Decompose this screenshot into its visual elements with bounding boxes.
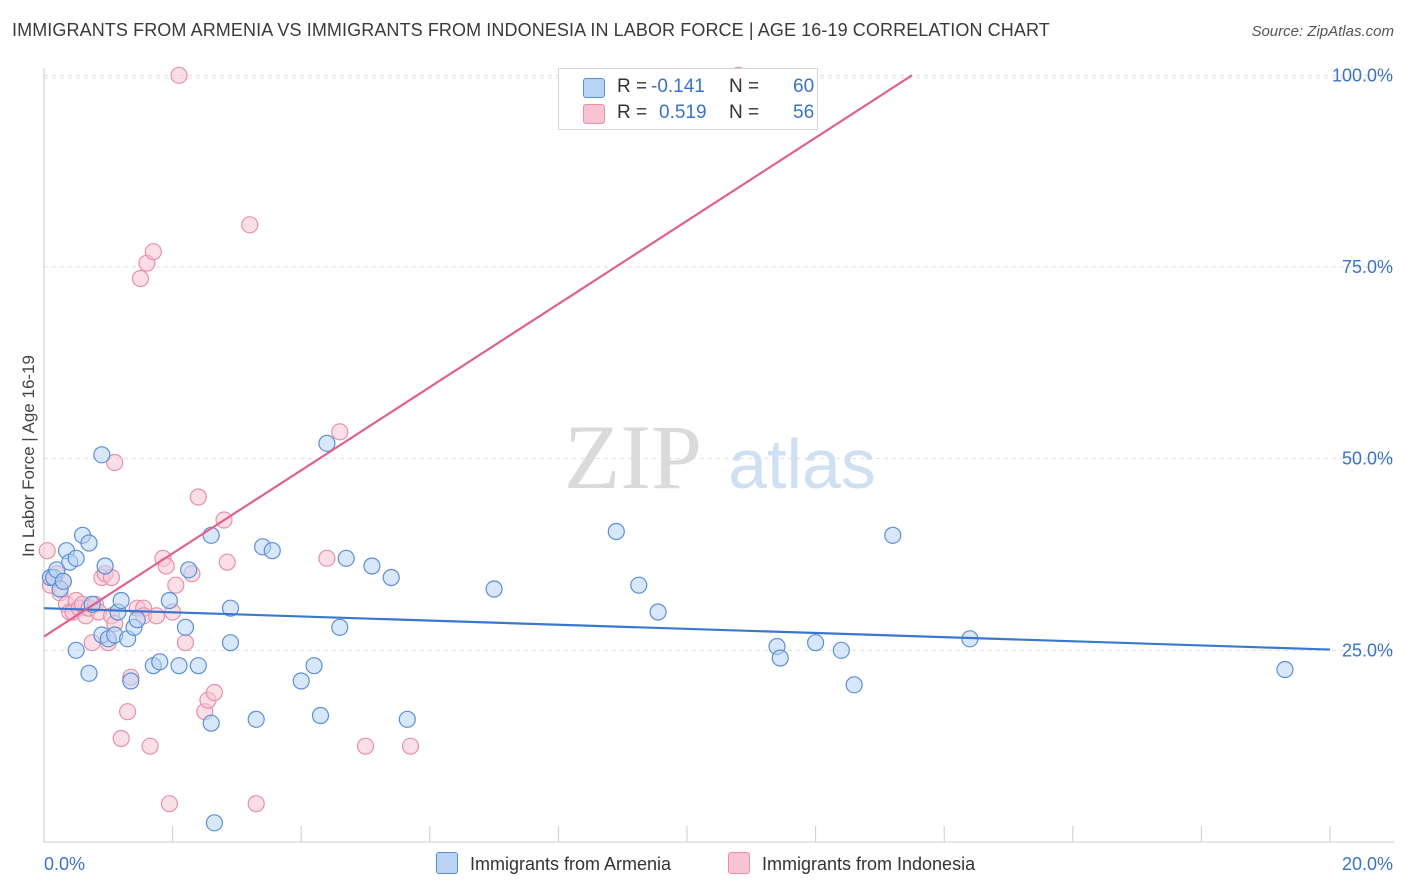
axis-layer: 25.0% 50.0% 75.0% 100.0% 0.0% 20.0%: [43, 65, 1394, 874]
watermark-atlas: atlas: [728, 425, 876, 503]
bottom-legend-armenia-label: Immigrants from Armenia: [470, 854, 672, 874]
armenia-point: [247, 710, 265, 728]
armenia-point: [80, 534, 98, 552]
armenia-point: [331, 618, 349, 636]
y-tick-label: 25.0%: [1342, 640, 1393, 660]
armenia-point: [189, 657, 207, 675]
armenia-point: [771, 649, 789, 667]
bottom-legend-indonesia: Immigrants from Indonesia: [728, 852, 975, 875]
y-tick-label: 100.0%: [1332, 65, 1393, 85]
armenia-point: [1276, 660, 1294, 679]
indonesia-point: [331, 423, 349, 441]
armenia-point: [485, 580, 503, 598]
armenia-point: [806, 634, 825, 652]
armenia-point: [170, 657, 188, 675]
armenia-point: [337, 549, 355, 567]
armenia-point: [649, 603, 667, 621]
armenia-point: [305, 657, 323, 675]
chart-title: IMMIGRANTS FROM ARMENIA VS IMMIGRANTS FR…: [12, 20, 1050, 40]
indonesia-point: [38, 542, 56, 560]
armenia-r-label: R =: [617, 76, 648, 97]
trend-lines: [43, 74, 1331, 651]
indonesia-r-label: R =: [617, 102, 648, 123]
armenia-point: [122, 672, 140, 690]
armenia-point: [630, 576, 648, 594]
armenia-point: [221, 634, 240, 652]
armenia-point: [93, 446, 111, 464]
indonesia-point: [218, 553, 236, 571]
armenia-point: [202, 714, 220, 732]
indonesia-r-value: 0.519: [659, 102, 707, 123]
indonesia-trend-line: [43, 74, 913, 638]
armenia-point: [112, 591, 130, 610]
armenia-point: [221, 599, 240, 617]
armenia-trend-line: [43, 607, 1331, 651]
armenia-point: [180, 561, 198, 579]
armenia-point: [884, 526, 902, 544]
armenia-n-label: N =: [729, 76, 760, 97]
indonesia-point: [189, 488, 207, 506]
indonesia-point: [247, 795, 265, 813]
indonesia-point: [147, 607, 166, 625]
armenia-point: [67, 549, 85, 567]
indonesia-point: [318, 549, 336, 567]
y-axis-label: In Labor Force | Age 16-19: [19, 355, 38, 557]
bottom-legend-indonesia-label: Immigrants from Indonesia: [762, 854, 976, 874]
bottom-legend-indonesia-swatch: [728, 852, 750, 874]
x-tick-label-min: 0.0%: [44, 854, 85, 874]
indonesia-point: [356, 737, 375, 755]
armenia-point: [263, 542, 281, 560]
indonesia-point: [106, 453, 124, 472]
indonesia-n-value: 56: [793, 102, 815, 123]
y-tick-label: 50.0%: [1342, 449, 1393, 469]
indonesia-n-label: N =: [729, 102, 760, 123]
armenia-point: [363, 557, 381, 575]
armenia-point: [398, 710, 416, 728]
armenia-n-value: 60: [793, 76, 815, 97]
bottom-legend-armenia-swatch: [436, 852, 458, 874]
armenia-point: [54, 572, 72, 590]
armenia-point: [382, 568, 400, 587]
armenia-point: [845, 676, 863, 694]
indonesia-point: [144, 243, 162, 261]
armenia-r-value: -0.141: [651, 76, 705, 97]
chart-source: Source: ZipAtlas.com: [1251, 23, 1394, 40]
indonesia-point: [141, 737, 159, 755]
armenia-point: [151, 653, 169, 671]
indonesia-point: [112, 729, 130, 748]
y-tick-label: 75.0%: [1342, 257, 1393, 277]
indonesia-swatch: [583, 104, 605, 124]
armenia-point: [160, 591, 178, 610]
indonesia-point: [167, 576, 185, 594]
indonesia-point: [118, 703, 137, 721]
indonesia-point: [241, 216, 259, 234]
armenia-points: [41, 434, 1294, 832]
armenia-point: [176, 618, 195, 636]
armenia-point: [205, 814, 223, 832]
armenia-point: [832, 641, 850, 659]
indonesia-point: [176, 634, 195, 652]
stats-legend: R = -0.141 N = 60 R = 0.519 N = 56: [558, 68, 818, 130]
grid-layer: [44, 74, 1394, 651]
x-tick-label-max: 20.0%: [1342, 854, 1393, 874]
watermark-zip: ZIP: [564, 406, 702, 508]
indonesia-point: [401, 737, 420, 755]
armenia-point: [96, 557, 114, 575]
armenia-point: [128, 611, 146, 629]
armenia-point: [67, 641, 85, 659]
watermark: ZIP atlas: [564, 406, 876, 508]
armenia-point: [318, 434, 336, 452]
armenia-swatch: [583, 78, 605, 98]
indonesia-point: [160, 795, 178, 813]
armenia-point: [292, 672, 310, 690]
armenia-point: [607, 522, 625, 541]
indonesia-point: [205, 683, 223, 702]
indonesia-point: [170, 66, 188, 84]
indonesia-point: [131, 269, 150, 288]
bottom-legend-armenia: Immigrants from Armenia: [436, 852, 671, 875]
armenia-point: [311, 706, 330, 725]
armenia-point: [80, 664, 98, 682]
